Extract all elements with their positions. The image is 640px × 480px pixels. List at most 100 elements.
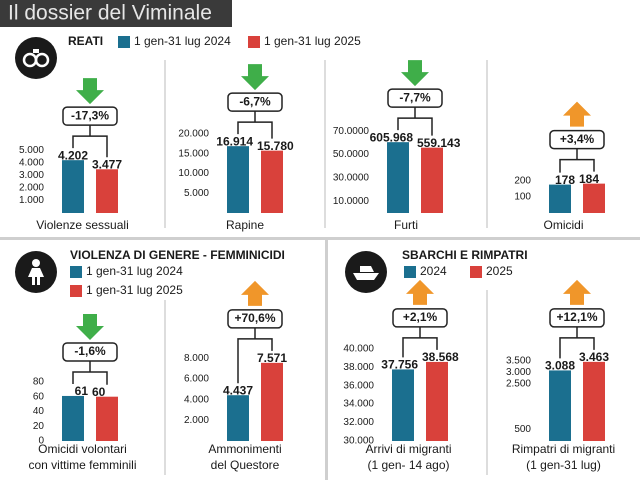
legend-label: 2025 [486, 264, 513, 278]
change-box [62, 342, 118, 362]
legend-swatch [70, 285, 82, 297]
value-label: 605.968 [370, 130, 414, 144]
y-tick-label: 3.000 [506, 367, 531, 378]
legend-swatch [248, 36, 260, 48]
y-tick-label: 1.000 [19, 195, 44, 206]
bar [421, 147, 443, 213]
legend-label: 1 gen-31 lug 2024 [134, 34, 231, 48]
change-box [227, 309, 283, 329]
legend-swatch [70, 266, 82, 278]
y-tick-label: 20 [33, 421, 45, 432]
y-tick-label: 40 [33, 406, 45, 417]
chart-title: (1 gen-31 lug) [526, 458, 601, 472]
value-label: 61 [75, 384, 89, 398]
chart-title: Violenze sessuali [36, 218, 129, 232]
y-tick-label: 34.000 [343, 399, 374, 410]
y-tick-label: 40.000 [343, 343, 374, 354]
y-tick-label: 80 [33, 377, 45, 388]
change-arrow [241, 280, 269, 306]
y-tick-label: 200 [514, 176, 531, 187]
change-arrow [563, 279, 591, 305]
bracket [72, 125, 108, 158]
y-tick-label: 8.000 [184, 353, 209, 364]
bracket [402, 326, 438, 358]
change-box [549, 308, 605, 328]
bar [549, 370, 571, 441]
change-label: -7,7% [399, 90, 431, 104]
change-label: +12,1% [556, 310, 597, 324]
section-divider [325, 240, 328, 480]
y-tick-label: 2.000 [184, 415, 209, 426]
bracket [72, 360, 108, 385]
change-label: +70,6% [234, 311, 275, 325]
bar [227, 395, 249, 441]
value-label: 4.437 [223, 383, 253, 397]
change-label: -17,3% [71, 108, 109, 122]
chart-title: Furti [394, 218, 418, 232]
chart-title: Rapine [226, 218, 264, 232]
change-label: +2,1% [403, 310, 438, 324]
bar [261, 362, 283, 441]
icon-shape [34, 52, 50, 68]
chart-title: Omicidi [543, 218, 583, 232]
legend-label: 2024 [420, 264, 447, 278]
y-tick-label: 2.000 [19, 182, 44, 193]
y-tick-label: 38.000 [343, 362, 374, 373]
value-label: 15.780 [257, 139, 294, 153]
value-label: 37.756 [381, 358, 418, 372]
y-tick-label: 30.000 [343, 436, 374, 447]
change-label: -6,7% [239, 94, 271, 108]
y-tick-label: 36.000 [343, 380, 374, 391]
change-box [387, 88, 443, 108]
y-tick-label: 15.000 [178, 148, 209, 159]
change-arrow [76, 78, 104, 105]
legend-label: 1 gen-31 lug 2024 [86, 264, 183, 278]
bracket [559, 148, 595, 173]
chart-title: (1 gen- 14 ago) [367, 458, 449, 472]
y-tick-label: 4.000 [19, 157, 44, 168]
y-tick-label: 10.000 [178, 168, 209, 179]
change-box [62, 106, 118, 126]
bracket [397, 107, 433, 136]
bar [62, 395, 84, 441]
value-label: 559.143 [417, 136, 461, 150]
chart-title: Rimpatri di migranti [512, 442, 615, 456]
y-tick-label: 5.000 [184, 188, 209, 199]
bar [392, 369, 414, 441]
y-tick-label: 100 [514, 192, 531, 203]
chart-title: Ammonimenti [208, 442, 281, 456]
bar [261, 150, 283, 213]
bracket [559, 326, 595, 359]
chart-title: con vittime femminili [28, 458, 136, 472]
change-arrow [563, 101, 591, 127]
bar [62, 160, 84, 213]
chart-title: Omicidi volontari [38, 442, 127, 456]
y-tick-label: 2.500 [506, 378, 531, 389]
value-label: 178 [555, 173, 575, 187]
chart-title: del Questore [211, 458, 280, 472]
value-label: 16.914 [216, 134, 253, 148]
section-title: REATI [68, 34, 103, 48]
chart-title: Arrivi di migranti [365, 442, 451, 456]
y-tick-label: 3.000 [19, 170, 44, 181]
y-tick-label: 20.000 [178, 129, 209, 140]
value-label: 4.202 [58, 148, 88, 162]
y-tick-label: 6.000 [184, 374, 209, 385]
icon-shape [28, 268, 44, 285]
value-label: 3.088 [545, 359, 575, 373]
change-arrow [406, 279, 434, 305]
change-box [549, 129, 605, 150]
legend-label: 1 gen-31 lug 2025 [264, 34, 361, 48]
change-label: +3,4% [560, 132, 595, 146]
bar [227, 146, 249, 213]
icon-shape [32, 259, 40, 267]
bracket [237, 111, 273, 139]
y-tick-label: 3.500 [506, 356, 531, 367]
y-tick-label: 60 [33, 391, 45, 402]
y-tick-label: 30.0000 [333, 173, 370, 184]
page-title: Il dossier del Viminale [8, 2, 212, 25]
bracket [237, 327, 273, 384]
section-title: SBARCHI E RIMPATRI [402, 248, 528, 262]
change-box [227, 92, 283, 112]
